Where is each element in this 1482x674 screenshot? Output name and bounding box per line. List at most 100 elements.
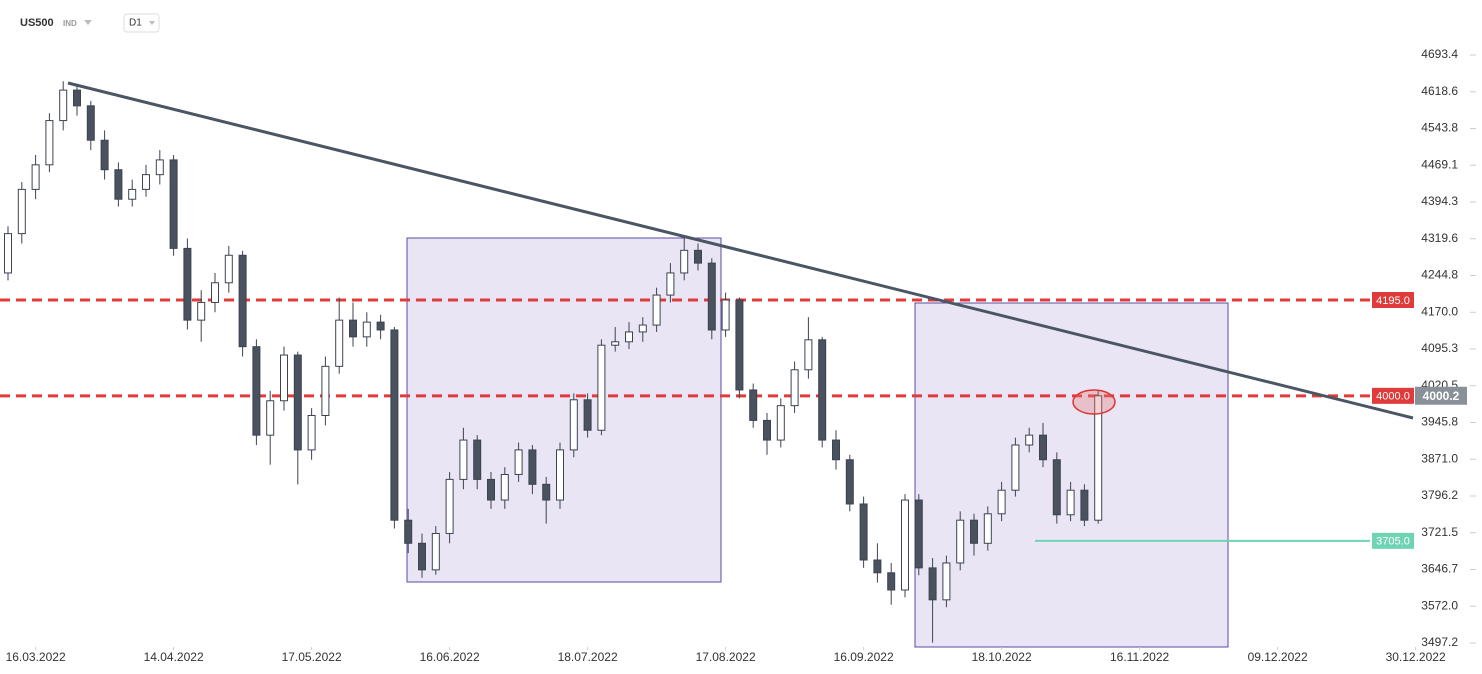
candle-body [1011, 444, 1020, 491]
dropdown-arrow[interactable] [84, 20, 92, 25]
candle-body [638, 324, 647, 333]
candle-body [500, 473, 509, 501]
candle-body [887, 572, 896, 591]
candle-body [445, 478, 454, 534]
candle-body [514, 449, 523, 475]
candle-body [1052, 459, 1061, 516]
candle-body [390, 329, 399, 521]
candle-body [238, 254, 247, 348]
price-level-label: 3705.0 [1376, 536, 1410, 548]
y-tick-label: 4543.8 [1421, 121, 1458, 135]
x-tick-label: 14.04.2022 [144, 650, 204, 664]
candle-body [845, 459, 854, 505]
x-tick-label: 17.05.2022 [282, 650, 342, 664]
y-tick-label: 3721.5 [1421, 525, 1458, 539]
price-level-box [1372, 387, 1414, 404]
candle-body [4, 233, 12, 274]
candle-body [776, 405, 785, 441]
candle-body [1080, 489, 1089, 521]
candle-body [556, 449, 564, 501]
candle-body [1039, 434, 1047, 461]
y-tick-label: 4319.6 [1421, 231, 1458, 245]
candle-body [183, 247, 192, 321]
last-price-label: 4000.2 [1423, 389, 1460, 403]
y-tick-label: 4618.6 [1421, 84, 1458, 98]
price-level-box [1372, 291, 1414, 308]
candle-body [224, 254, 233, 284]
candle-body [418, 542, 426, 571]
candle-body [376, 321, 385, 331]
candle-body [31, 164, 40, 190]
candle-body [321, 365, 330, 416]
candle-body [914, 499, 923, 569]
y-tick-label: 3497.2 [1421, 635, 1458, 649]
dropdown-arrow[interactable] [149, 21, 155, 25]
y-tick-label: 4170.0 [1421, 304, 1458, 318]
y-tick-label: 4693.4 [1421, 47, 1458, 61]
candle-body [832, 439, 840, 461]
y-tick-label: 3646.7 [1421, 562, 1458, 576]
candle-body [59, 89, 68, 122]
candle-body [583, 399, 592, 431]
price-level-label: 4195.0 [1376, 295, 1410, 307]
candle-body [956, 519, 965, 564]
x-tick-label: 16.06.2022 [420, 650, 480, 664]
candle-body [625, 331, 633, 343]
candle-body [335, 319, 344, 367]
price-level-box [1372, 532, 1414, 549]
y-tick-label: 4244.8 [1421, 268, 1458, 282]
candle-body [266, 400, 275, 436]
candle-body [942, 562, 951, 601]
candle-body [73, 89, 81, 107]
candle-body [86, 105, 95, 141]
candle-body [280, 354, 288, 402]
x-tick-label: 17.08.2022 [696, 650, 756, 664]
y-tick-label: 4469.1 [1421, 157, 1458, 171]
candle-body [293, 354, 302, 451]
y-tick-label: 3572.0 [1421, 598, 1458, 612]
trend-line [67, 81, 1414, 420]
candle-body [100, 139, 109, 171]
symbol[interactable]: US500 [20, 17, 54, 29]
candle-body [652, 294, 661, 326]
candle-body [1066, 489, 1075, 516]
candle-body [459, 439, 468, 480]
x-tick-label: 16.03.2022 [6, 650, 66, 664]
y-tick-label: 3796.2 [1421, 488, 1458, 502]
candle-body [818, 339, 827, 441]
candle-body [997, 489, 1006, 515]
candle-body [680, 249, 689, 274]
candle-body [983, 513, 992, 544]
candle-body [790, 369, 799, 407]
candle-body [197, 301, 206, 321]
candle-body [873, 559, 882, 574]
range-box [914, 302, 1229, 648]
candle-body [349, 319, 357, 338]
candle-body [142, 174, 150, 190]
candle-body [404, 519, 413, 544]
candle-body [155, 159, 164, 176]
y-tick-label: 3871.0 [1421, 451, 1458, 465]
x-tick-label: 16.09.2022 [834, 650, 894, 664]
candle-body [928, 567, 937, 601]
candle-body [1094, 395, 1103, 521]
y-tick-label: 3945.8 [1421, 415, 1458, 429]
candle-body [473, 439, 482, 480]
candle-body [45, 120, 54, 166]
candle-body [970, 519, 978, 544]
candle-body [487, 478, 495, 501]
candle-body [707, 262, 716, 331]
timeframe-button[interactable] [123, 13, 160, 33]
x-tick-label: 09.12.2022 [1248, 650, 1308, 664]
x-tick-label: 16.11.2022 [1110, 650, 1169, 664]
candle-body [859, 503, 868, 561]
candle-body [1025, 434, 1034, 446]
candle-body [128, 188, 137, 200]
price-level-label: 4000.0 [1376, 391, 1410, 403]
candle-body [597, 344, 606, 431]
last-price-box [1415, 386, 1467, 405]
candle-body [735, 299, 744, 391]
candle-body [749, 389, 758, 421]
candle-body [666, 272, 675, 296]
